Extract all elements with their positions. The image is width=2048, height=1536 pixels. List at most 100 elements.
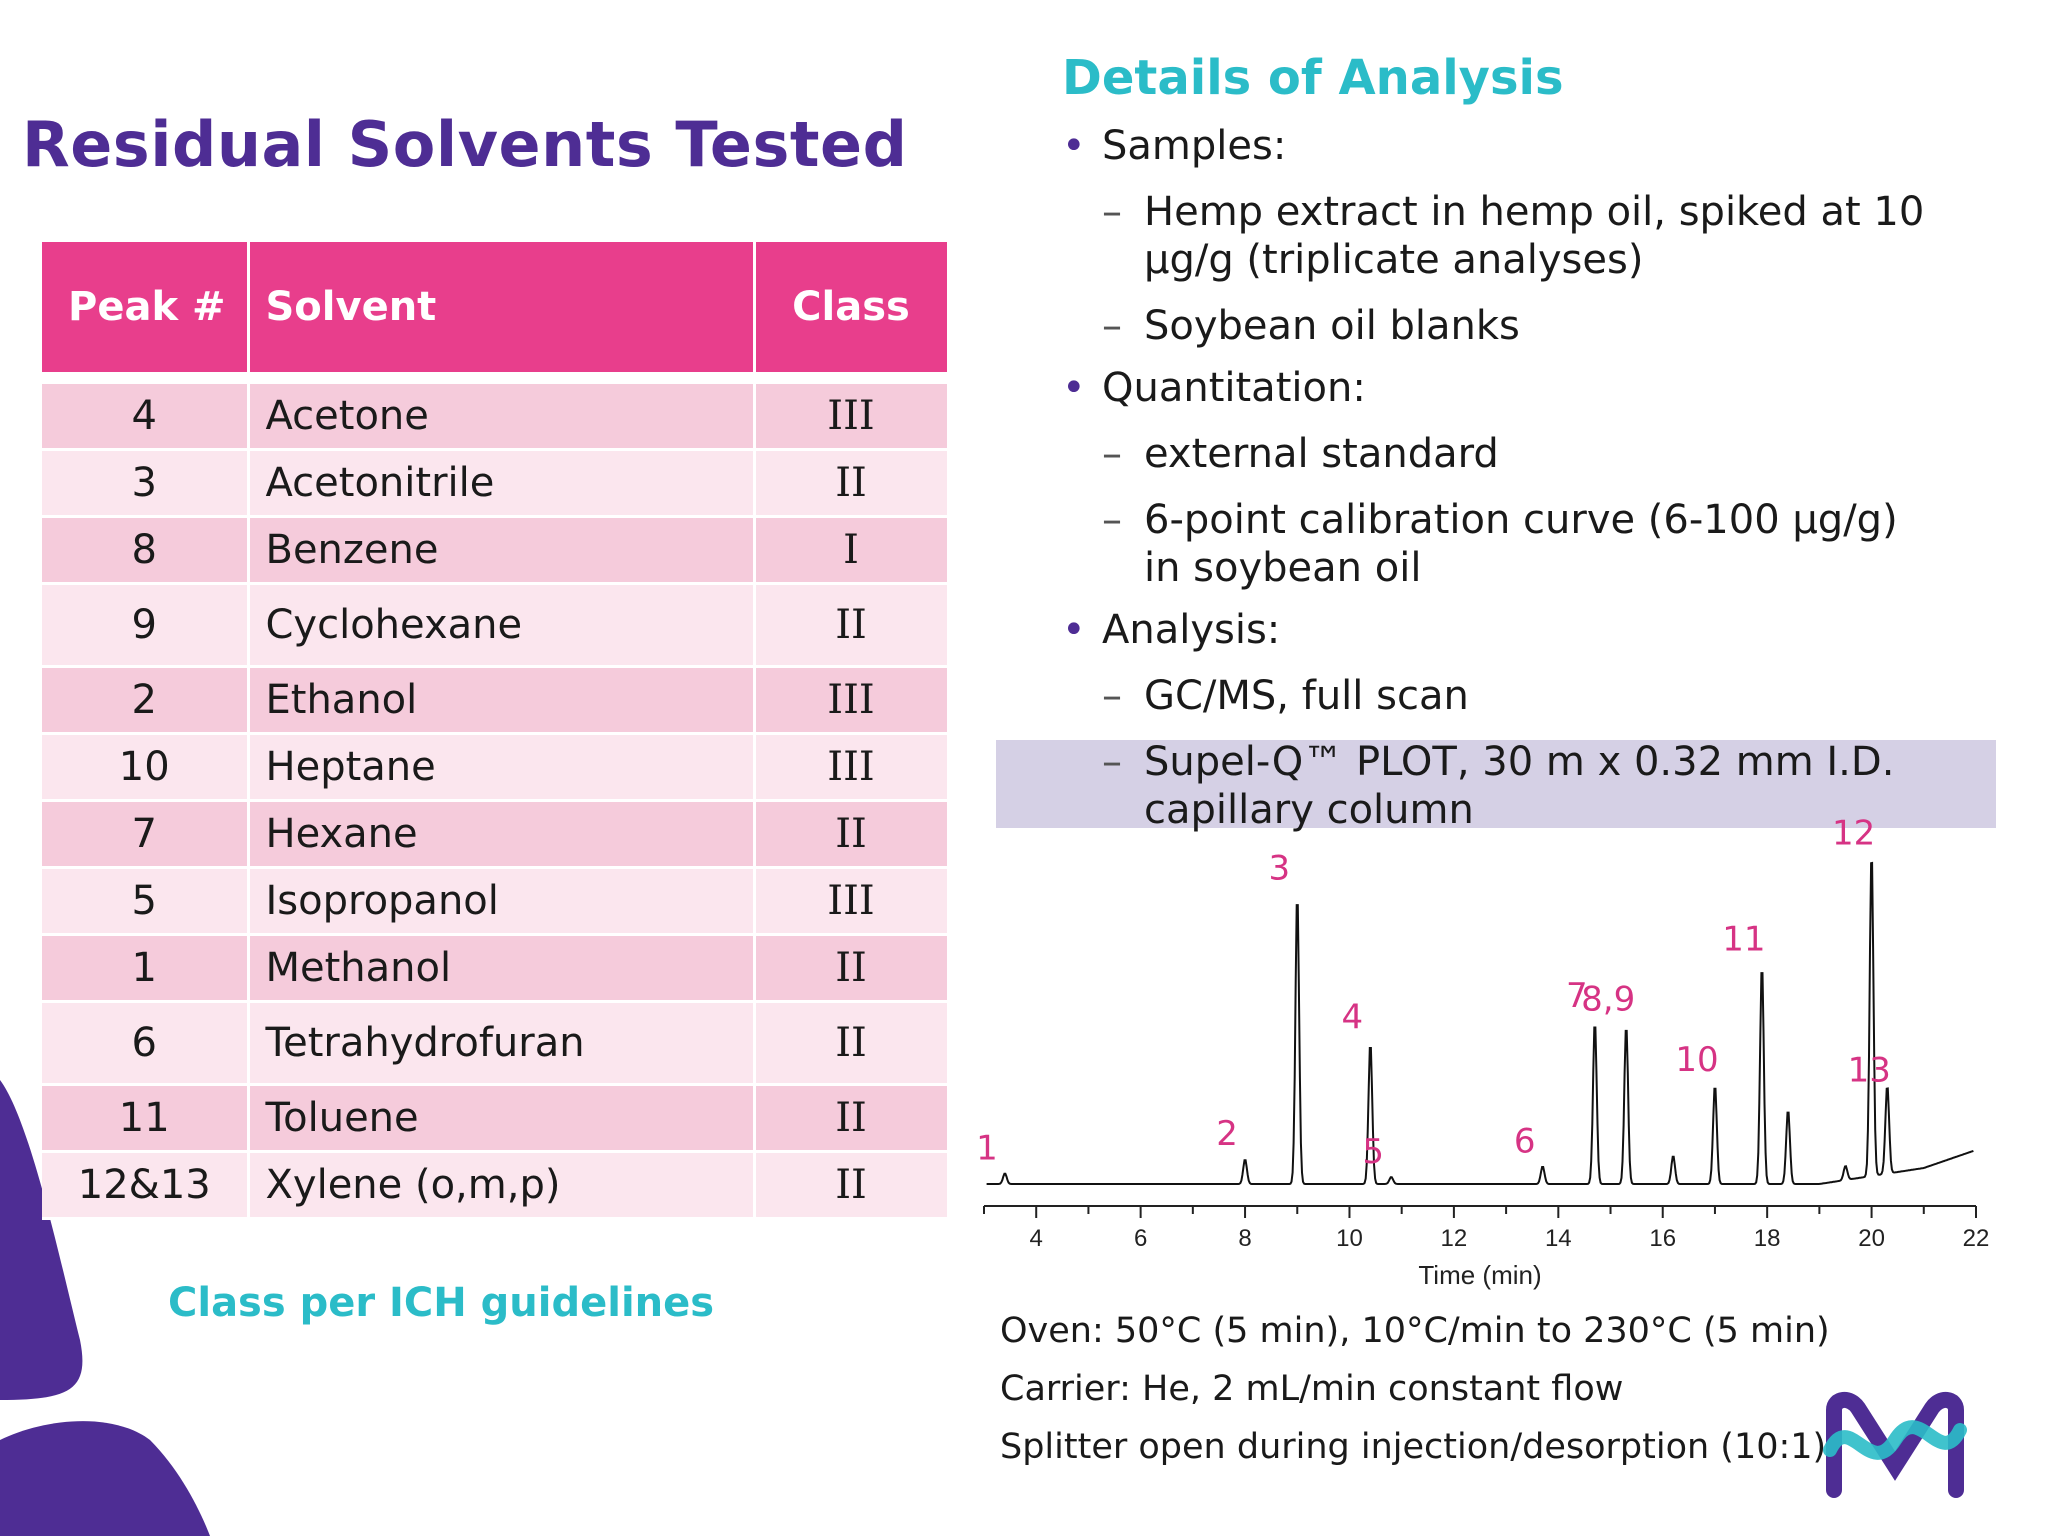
cell-peak: 12&13 — [42, 1151, 250, 1220]
sub-item-text: Supel-Q™ PLOT, 30 m x 0.32 mm I.D. — [1144, 739, 1895, 785]
dash-marker: – — [1102, 431, 1122, 477]
x-tick-label: 8 — [1238, 1225, 1251, 1252]
x-tick-label: 16 — [1649, 1225, 1676, 1252]
dash-marker: – — [1102, 303, 1122, 349]
bullet-quantitation: Quantitation: — [1062, 364, 1962, 412]
cell-class: III — [754, 867, 950, 936]
table-row: 2 Ethanol III — [42, 666, 950, 735]
x-tick-label: 20 — [1858, 1225, 1885, 1252]
cell-peak: 5 — [42, 867, 250, 936]
peak-label: 1 — [976, 1128, 998, 1168]
x-tick-label: 22 — [1963, 1225, 1990, 1252]
solvents-table: Peak # Solvent Class 4 Acetone III 3 Ace… — [42, 242, 950, 1220]
cell-peak: 9 — [42, 583, 250, 668]
peak-label: 13 — [1848, 1051, 1891, 1091]
peak-label: 2 — [1216, 1114, 1238, 1154]
table-row: 7 Hexane II — [42, 800, 950, 869]
table-row: 12&13 Xylene (o,m,p) II — [42, 1151, 950, 1220]
details-list: Samples: – Hemp extract in hemp oil, spi… — [1062, 122, 1962, 834]
carrier-note: Carrier: He, 2 mL/min constant flow — [1000, 1369, 1624, 1409]
table-row: 9 Cyclohexane II — [42, 583, 950, 668]
cell-solvent: Ethanol — [248, 666, 756, 735]
cell-class: II — [754, 583, 950, 668]
peak-label: 7 — [1566, 976, 1588, 1016]
sub-item-column: – Supel-Q™ PLOT, 30 m x 0.32 mm I.D. cap… — [1062, 738, 1962, 834]
table-row: 1 Methanol II — [42, 934, 950, 1003]
dash-marker: – — [1102, 189, 1122, 235]
table-row: 11 Toluene II — [42, 1084, 950, 1153]
cell-solvent: Acetonitrile — [248, 449, 756, 518]
x-tick-label: 12 — [1441, 1225, 1468, 1252]
sub-item-hemp: – Hemp extract in hemp oil, spiked at 10… — [1062, 188, 1962, 284]
table-row: 3 Acetonitrile II — [42, 449, 950, 518]
cell-class: III — [754, 666, 950, 735]
cell-class: II — [754, 800, 950, 869]
table-row: 10 Heptane III — [42, 733, 950, 802]
sub-item-text: Soybean oil blanks — [1144, 303, 1520, 349]
class-footnote: Class per ICH guidelines — [168, 1280, 715, 1326]
col-header-peak: Peak # — [42, 242, 250, 375]
table-row: 4 Acetone III — [42, 382, 950, 451]
cell-solvent: Hexane — [248, 800, 756, 869]
bullet-analysis: Analysis: — [1062, 606, 1962, 654]
splitter-note: Splitter open during injection/desorptio… — [1000, 1427, 1827, 1467]
peak-label: 8,9 — [1581, 980, 1635, 1020]
sub-item-text: external standard — [1144, 431, 1499, 477]
col-header-solvent: Solvent — [248, 242, 756, 375]
table-header-row: Peak # Solvent Class — [42, 242, 950, 375]
x-axis-label: Time (min) — [1418, 1260, 1541, 1290]
sub-item-text: µg/g (triplicate analyses) — [1144, 237, 1644, 283]
logo-stroke-teal — [1823, 1420, 1967, 1460]
dash-marker: – — [1102, 673, 1122, 719]
cell-class: II — [754, 934, 950, 1003]
cell-peak: 7 — [42, 800, 250, 869]
cell-peak: 4 — [42, 382, 250, 451]
cell-solvent: Xylene (o,m,p) — [248, 1151, 756, 1220]
sub-item-text: Hemp extract in hemp oil, spiked at 10 — [1144, 189, 1925, 235]
sub-item-gcms: – GC/MS, full scan — [1062, 672, 1962, 720]
cell-peak: 6 — [42, 1001, 250, 1086]
bullet-samples: Samples: — [1062, 122, 1962, 170]
sub-item-text: in soybean oil — [1144, 545, 1422, 591]
peak-label: 12 — [1832, 813, 1875, 853]
cell-solvent: Isopropanol — [248, 867, 756, 936]
table-row: 5 Isopropanol III — [42, 867, 950, 936]
x-tick-label: 14 — [1545, 1225, 1572, 1252]
peak-label: 3 — [1268, 849, 1290, 889]
peak-label: 6 — [1514, 1121, 1536, 1161]
sub-item-text: capillary column — [1144, 787, 1474, 833]
cell-solvent: Tetrahydrofuran — [248, 1001, 756, 1086]
logo-stroke-purple — [1826, 1392, 1964, 1498]
peak-label: 10 — [1675, 1040, 1718, 1080]
sub-item-external: – external standard — [1062, 430, 1962, 478]
x-tick-label: 18 — [1754, 1225, 1781, 1252]
cell-class: II — [754, 1151, 950, 1220]
cell-peak: 10 — [42, 733, 250, 802]
cell-class: I — [754, 516, 950, 585]
dash-marker: – — [1102, 497, 1122, 543]
sub-item-text: 6-point calibration curve (6-100 µg/g) — [1144, 497, 1898, 543]
cell-solvent: Benzene — [248, 516, 756, 585]
sub-item-text: GC/MS, full scan — [1144, 673, 1469, 719]
dash-marker: – — [1102, 739, 1122, 785]
cell-class: III — [754, 733, 950, 802]
method-notes: Oven: 50°C (5 min), 10°C/min to 230°C (5… — [1000, 1302, 1830, 1476]
peak-label: 11 — [1722, 920, 1765, 960]
cell-class: II — [754, 449, 950, 518]
highlight-band — [996, 740, 1996, 828]
oven-note: Oven: 50°C (5 min), 10°C/min to 230°C (5… — [1000, 1311, 1830, 1351]
sub-item-soybean: – Soybean oil blanks — [1062, 302, 1962, 350]
cell-peak: 8 — [42, 516, 250, 585]
sub-item-calibration: – 6-point calibration curve (6-100 µg/g)… — [1062, 496, 1962, 592]
cell-solvent: Acetone — [248, 382, 756, 451]
x-tick-label: 4 — [1030, 1225, 1043, 1252]
table-row: 8 Benzene I — [42, 516, 950, 585]
cell-solvent: Heptane — [248, 733, 756, 802]
details-title: Details of Analysis — [1062, 50, 1564, 106]
cell-solvent: Cyclohexane — [248, 583, 756, 668]
company-logo — [1823, 1392, 1967, 1498]
cell-class: II — [754, 1084, 950, 1153]
col-header-class: Class — [754, 242, 950, 375]
cell-class: III — [754, 382, 950, 451]
